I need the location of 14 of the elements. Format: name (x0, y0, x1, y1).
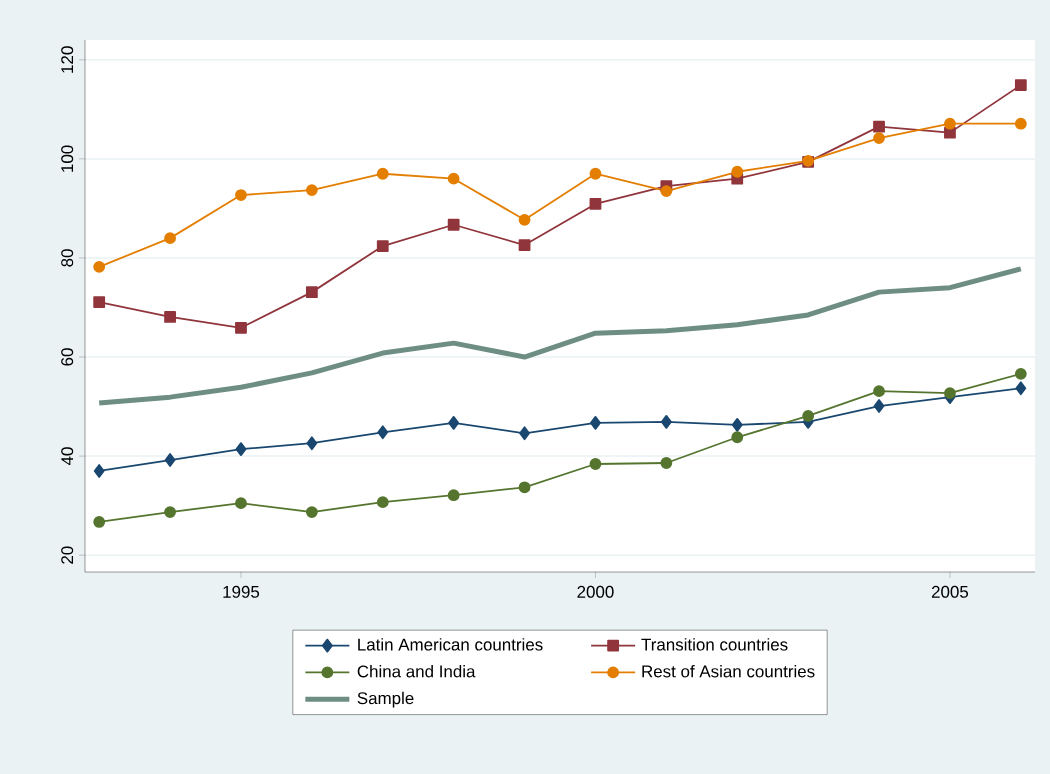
y-tick-label: 100 (61, 145, 74, 172)
y-tick-label: 80 (61, 249, 74, 267)
y-tick-label: 120 (61, 46, 74, 73)
y-tick-label: 40 (61, 447, 74, 466)
x-tick-label: 2000 (577, 585, 614, 598)
legend-label: Rest of Asian countries (642, 664, 815, 678)
legend-label: China and India (357, 664, 476, 678)
y-tick-label: 20 (61, 546, 74, 564)
x-tick-label: 2005 (931, 585, 969, 598)
legend-label: Transition countries (641, 638, 788, 651)
y-tick-label: 60 (61, 348, 74, 366)
legend-label: Sample (357, 691, 414, 708)
x-tick-label: 1995 (223, 585, 260, 598)
legend-label: Latin American countries (358, 638, 543, 651)
